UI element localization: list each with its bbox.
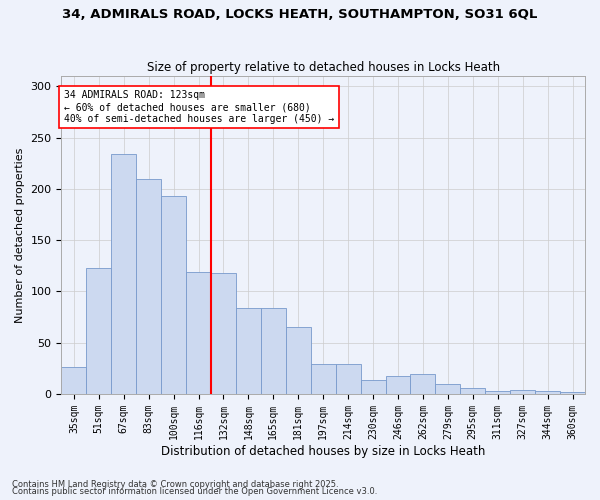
Bar	[335, 364, 361, 394]
Bar	[410, 374, 436, 394]
Text: 34, ADMIRALS ROAD, LOCKS HEATH, SOUTHAMPTON, SO31 6QL: 34, ADMIRALS ROAD, LOCKS HEATH, SOUTHAMP…	[62, 8, 538, 20]
Bar	[286, 328, 311, 394]
Bar	[261, 308, 286, 394]
Text: 34 ADMIRALS ROAD: 123sqm
← 60% of detached houses are smaller (680)
40% of semi-: 34 ADMIRALS ROAD: 123sqm ← 60% of detach…	[64, 90, 334, 124]
Text: Contains HM Land Registry data © Crown copyright and database right 2025.: Contains HM Land Registry data © Crown c…	[12, 480, 338, 489]
Bar	[361, 380, 386, 394]
Bar	[460, 388, 485, 394]
Bar	[236, 308, 261, 394]
Bar	[535, 391, 560, 394]
Bar	[61, 368, 86, 394]
Bar	[136, 178, 161, 394]
Bar	[211, 273, 236, 394]
Text: Contains public sector information licensed under the Open Government Licence v3: Contains public sector information licen…	[12, 487, 377, 496]
Bar	[311, 364, 335, 394]
Bar	[386, 376, 410, 394]
Bar	[186, 272, 211, 394]
X-axis label: Distribution of detached houses by size in Locks Heath: Distribution of detached houses by size …	[161, 444, 485, 458]
Bar	[161, 196, 186, 394]
Bar	[485, 391, 510, 394]
Bar	[86, 268, 111, 394]
Y-axis label: Number of detached properties: Number of detached properties	[15, 148, 25, 322]
Bar	[510, 390, 535, 394]
Bar	[560, 392, 585, 394]
Bar	[111, 154, 136, 394]
Bar	[436, 384, 460, 394]
Title: Size of property relative to detached houses in Locks Heath: Size of property relative to detached ho…	[146, 60, 500, 74]
